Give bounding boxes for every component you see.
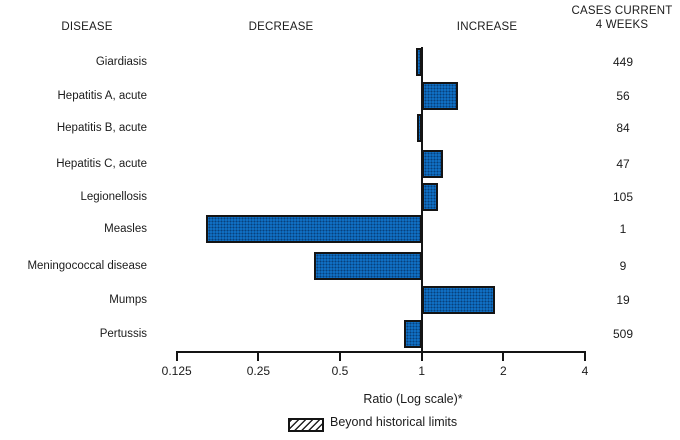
disease-label: Hepatitis A, acute: [57, 90, 148, 102]
legend-label: Beyond historical limits: [330, 415, 458, 429]
x-axis-tick: [420, 351, 423, 361]
x-axis-tick-label: 0.5: [331, 364, 349, 378]
cases-current-4-weeks-value: 1: [619, 222, 627, 236]
x-axis-tick-label: 0.25: [246, 364, 271, 378]
disease-label: Legionellosis: [80, 191, 148, 203]
ratio-bar: [313, 252, 422, 280]
x-axis-line: [176, 351, 586, 353]
ratio-bar: [421, 82, 458, 110]
column-header-increase: INCREASE: [456, 21, 518, 33]
cases-current-4-weeks-value: 105: [612, 190, 634, 204]
x-axis-tick-label: 4: [581, 364, 589, 378]
cases-current-4-weeks-value: 19: [616, 293, 630, 307]
column-header-decrease: DECREASE: [248, 21, 314, 33]
ratio-bar: [421, 286, 496, 314]
disease-label: Measles: [104, 223, 147, 235]
ratio-bar: [416, 114, 422, 142]
cases-current-4-weeks-value: 84: [616, 121, 630, 135]
disease-label: Hepatitis B, acute: [56, 122, 147, 134]
x-axis-tick: [257, 351, 260, 361]
disease-label: Giardiasis: [95, 56, 147, 68]
ratio-bar: [403, 320, 422, 348]
disease-label: Mumps: [109, 294, 147, 306]
cases-current-4-weeks-value: 56: [616, 89, 630, 103]
x-axis-label: Ratio (Log scale)*: [363, 392, 463, 406]
x-axis-tick: [339, 351, 341, 361]
x-axis-tick: [584, 351, 586, 361]
ratio-bar: [421, 183, 439, 211]
x-axis-tick-label: 0.125: [161, 364, 192, 378]
cases-current-4-weeks-value: 9: [619, 259, 627, 273]
x-axis-tick: [175, 351, 178, 361]
cases-current-4-weeks-value: 509: [612, 327, 634, 341]
column-header-cases-current-4-weeks: CASES CURRENT 4 WEEKS: [571, 5, 673, 31]
disease-label: Meningococcal disease: [27, 260, 147, 272]
disease-label: Pertussis: [99, 328, 147, 340]
disease-label: Hepatitis C, acute: [56, 158, 147, 170]
ratio-bar: [415, 48, 422, 76]
x-axis-tick-label: 2: [500, 364, 507, 378]
legend-hatched-swatch: [288, 418, 324, 432]
column-header-disease: DISEASE: [61, 21, 113, 33]
ratio-bar: [421, 150, 444, 178]
cases-current-4-weeks-value: 449: [612, 55, 634, 69]
x-axis-tick-label: 1: [418, 364, 426, 378]
x-axis-tick: [502, 351, 505, 361]
ratio-bar: [205, 215, 422, 243]
cases-current-4-weeks-value: 47: [616, 157, 630, 171]
